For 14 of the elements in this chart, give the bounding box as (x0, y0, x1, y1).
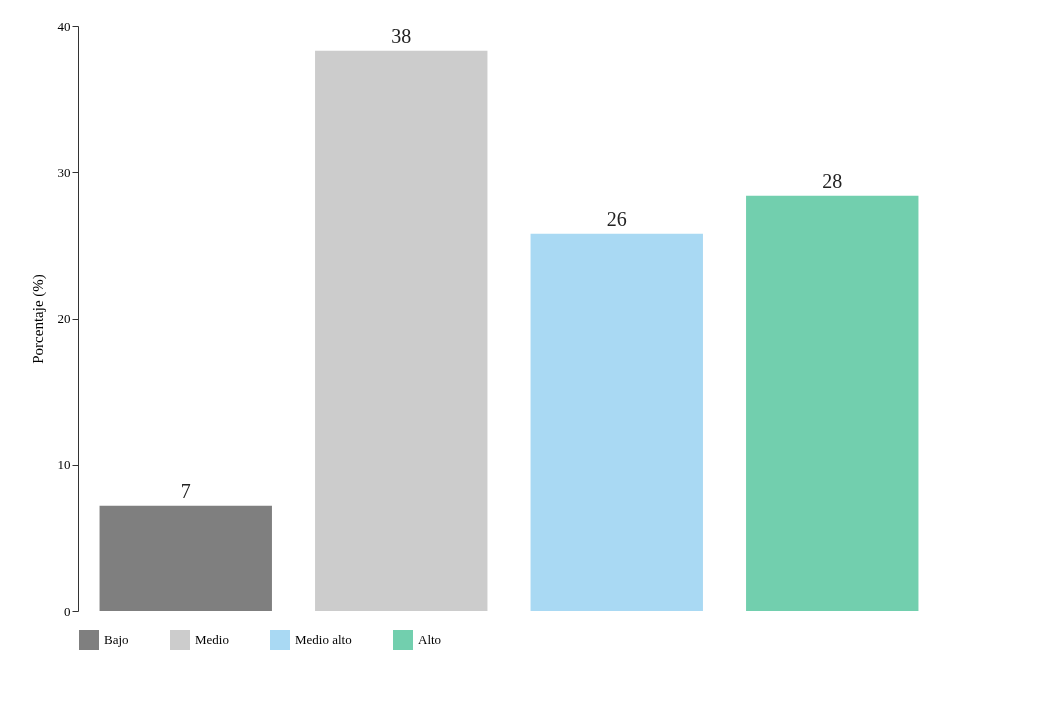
y-tick-label: 40 (57, 18, 71, 34)
legend-label: Medio (195, 632, 229, 647)
legend-label: Bajo (104, 632, 129, 647)
y-tick-label: 20 (57, 311, 71, 326)
legend-label: Medio alto (295, 632, 352, 647)
legend-label: Alto (418, 632, 442, 647)
data-label: 38 (391, 24, 412, 47)
y-axis-title: Porcentaje (%) (29, 274, 47, 364)
y-tick-label: 10 (57, 457, 71, 473)
y-tick-label: 30 (57, 164, 71, 180)
data-label: 7 (180, 479, 191, 502)
data-label: 28 (822, 169, 843, 192)
y-tick-label: 0 (64, 603, 71, 619)
data-label: 26 (606, 207, 627, 230)
